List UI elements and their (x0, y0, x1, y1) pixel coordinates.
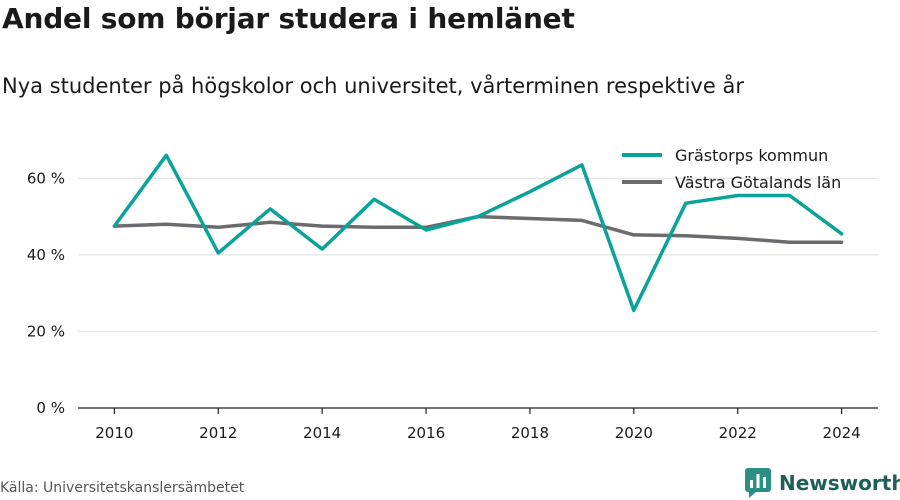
x-tick-label: 2022 (719, 424, 757, 442)
legend-label: Västra Götalands län (675, 173, 841, 192)
series-line-vastra-gotaland (112, 214, 844, 244)
y-axis: 0 % 20 % 40 % 60 % (27, 169, 65, 417)
line-chart: 0 % 20 % 40 % 60 % 2010 2012 2014 2016 2018 2020… (27, 146, 878, 442)
x-axis: 2010 2012 2014 2016 2018 2020 2022 2024 (78, 407, 878, 442)
series-lines (112, 153, 844, 313)
chart-title: Andel som börjar studera i hemlänet (2, 2, 575, 35)
y-tick-label: 40 % (27, 246, 65, 264)
x-tick-label: 2014 (303, 424, 341, 442)
x-tick-label: 2010 (95, 424, 133, 442)
gridlines (78, 177, 878, 332)
legend-label: Grästorps kommun (675, 146, 828, 165)
y-tick-label: 60 % (27, 169, 65, 187)
newsworthy-logo-icon (745, 468, 771, 498)
x-tick-label: 2012 (199, 424, 237, 442)
y-tick-label: 0 % (36, 399, 65, 417)
brand[interactable]: Newsworthy (745, 468, 900, 498)
series-line-grastorp (112, 153, 844, 313)
x-tick-label: 2024 (823, 424, 861, 442)
chart-subtitle: Nya studenter på högskolor och universit… (2, 74, 744, 98)
x-tick-label: 2016 (407, 424, 445, 442)
x-tick-label: 2020 (615, 424, 653, 442)
x-tick-label: 2018 (511, 424, 549, 442)
source-note: Källa: Universitetskanslersämbetet (0, 480, 245, 496)
brand-name: Newsworthy (779, 471, 900, 495)
y-tick-label: 20 % (27, 322, 65, 340)
legend: Grästorps kommun Västra Götalands län (622, 146, 841, 192)
